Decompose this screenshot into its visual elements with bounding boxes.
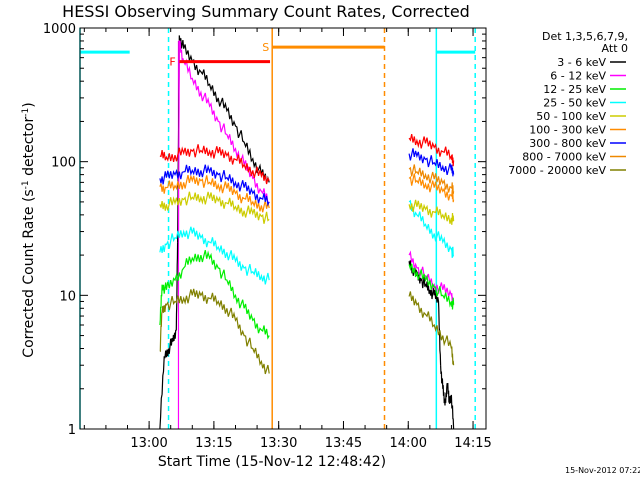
legend-label-3: 25 - 50 keV [543, 97, 606, 110]
x-tick-label-4: 14:00 [390, 436, 427, 451]
legend-label-2: 12 - 25 keV [543, 83, 606, 96]
legend-label-5: 100 - 300 keV [529, 124, 606, 137]
y-tick-label-3: 1000 [43, 22, 76, 37]
legend-label-0: 3 - 6 keV [557, 56, 606, 69]
chart-title: HESSI Observing Summary Count Rates, Cor… [62, 2, 470, 21]
series-8-segment-1 [408, 291, 455, 366]
series-2-segment-1 [408, 263, 455, 310]
flag-label-0: F [169, 56, 175, 69]
ylabel-sup2: -1 [21, 108, 31, 117]
plot-area: FS [79, 28, 476, 430]
legend-header-0: Det 1,3,5,6,7,9, [542, 30, 628, 43]
y-tick-label-1: 10 [59, 289, 76, 304]
footer-timestamp: 15-Nov-2012 07:22 [565, 466, 640, 475]
series-0-segment-3 [440, 365, 455, 430]
series-5-segment-0 [159, 173, 270, 213]
ylabel-end: ) [21, 102, 37, 107]
ylabel-mid: detector [21, 117, 37, 181]
series-3-segment-0 [159, 226, 270, 285]
legend-label-4: 50 - 100 keV [536, 110, 606, 123]
x-tick-label-3: 13:45 [325, 436, 362, 451]
legend-label-8: 7000 - 20000 keV [508, 164, 606, 177]
x-tick-label-5: 14:15 [454, 436, 491, 451]
y-tick-label-2: 100 [51, 156, 76, 171]
ylabel-sup1: -1 [21, 180, 31, 189]
x-tick-label-2: 13:30 [260, 436, 297, 451]
legend-header-1: Att 0 [602, 42, 628, 55]
legend-label-1: 6 - 12 keV [550, 70, 606, 83]
series-0-segment-0 [159, 242, 179, 430]
series-4-segment-0 [159, 191, 270, 224]
series-9-segment-1 [408, 133, 455, 167]
legend-label-7: 800 - 7000 keV [522, 151, 606, 164]
y-axis-label: Corrected Count Rate (s-1 detector-1) [21, 102, 37, 357]
plot-frame [79, 27, 487, 430]
flag-label-1: S [262, 41, 269, 54]
series-2-segment-0 [159, 250, 270, 340]
series-5-segment-1 [408, 173, 455, 203]
series-8-segment-0 [159, 288, 270, 375]
x-tick-label-0: 13:00 [130, 436, 167, 451]
series-1-segment-1 [408, 250, 455, 306]
series-9-segment-0 [159, 144, 270, 185]
series-6-segment-1 [408, 148, 455, 177]
ylabel-main: Corrected Count Rate (s [21, 189, 37, 357]
series-7-segment-0 [408, 164, 455, 194]
series-0-segment-1 [177, 35, 270, 243]
series-3-segment-1 [408, 199, 455, 258]
y-tick-label-0: 1 [68, 423, 76, 438]
svg-text:Corrected Count Rate (s-1 dete: Corrected Count Rate (s-1 detector-1) [21, 102, 37, 357]
series-4-segment-1 [408, 199, 455, 225]
x-tick-label-1: 13:15 [195, 436, 232, 451]
legend-label-6: 300 - 800 keV [529, 137, 606, 150]
series-6-segment-0 [159, 164, 270, 207]
axes: 1 10 100 1000 13:00 13:15 13:30 13:45 14:00 14:15 [43, 22, 492, 451]
x-axis-label: Start Time (15-Nov-12 12:48:42) [158, 454, 386, 470]
